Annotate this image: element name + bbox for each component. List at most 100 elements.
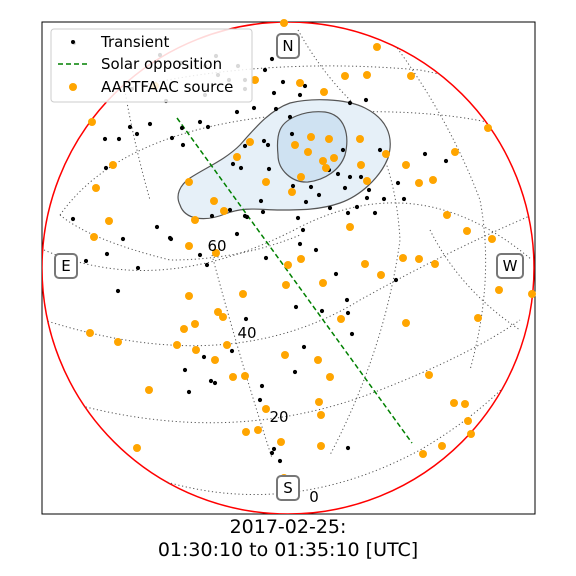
transient-point-78 [168, 236, 174, 242]
aartfaac-source-point-11 [307, 133, 315, 141]
aartfaac-source-point-22 [109, 161, 117, 169]
aartfaac-source-point-5 [251, 76, 259, 84]
transient-point-55 [366, 187, 372, 193]
transient-point-52 [290, 183, 296, 189]
transient-point-31 [289, 131, 295, 137]
aartfaac-source-point-26 [322, 164, 330, 172]
aartfaac-source-point-73 [241, 372, 249, 380]
aartfaac-source-point-67 [474, 314, 482, 322]
transient-point-58 [381, 196, 387, 202]
transient-point-98 [201, 354, 207, 360]
aartfaac-source-point-27 [185, 178, 193, 186]
transient-point-28 [205, 124, 211, 130]
transient-point-38 [242, 143, 248, 149]
transient-point-97 [229, 348, 235, 354]
transient-point-23 [234, 109, 240, 115]
aartfaac-source-point-51 [185, 292, 193, 300]
transient-point-70 [244, 214, 250, 220]
transient-point-86 [135, 265, 141, 271]
cardinal-west: W [496, 253, 524, 279]
transient-point-53 [308, 184, 314, 190]
transient-point-60 [258, 198, 264, 204]
transient-point-3 [269, 56, 275, 62]
aartfaac-source-point-49 [431, 260, 439, 268]
transient-point-72 [70, 216, 76, 222]
transient-point-24 [287, 114, 293, 120]
aartfaac-source-point-55 [319, 279, 327, 287]
aartfaac-source-point-64 [192, 346, 200, 354]
transient-point-101 [208, 378, 214, 384]
aartfaac-source-point-70 [211, 356, 219, 364]
aartfaac-source-point-13 [291, 141, 299, 149]
transient-point-64 [227, 207, 233, 213]
aartfaac-source-point-80 [461, 400, 469, 408]
aartfaac-source-point-48 [415, 255, 423, 263]
aartfaac-source-point-74 [229, 373, 237, 381]
transient-point-7 [262, 67, 268, 73]
transient-point-106 [345, 445, 351, 451]
cardinal-east: E [54, 253, 78, 279]
transient-point-94 [243, 316, 249, 322]
transient-point-102 [212, 380, 218, 386]
aartfaac-source-point-29 [262, 178, 270, 186]
aartfaac-source-point-40 [488, 235, 496, 243]
transient-point-41 [422, 151, 428, 157]
transient-point-105 [257, 397, 263, 403]
aartfaac-source-point-10 [484, 124, 492, 132]
transient-point-51 [395, 180, 401, 186]
aartfaac-source-point-88 [133, 444, 141, 452]
aartfaac-source-point-34 [105, 217, 113, 225]
aartfaac-source-point-77 [425, 371, 433, 379]
aartfaac-source-point-23 [357, 161, 365, 169]
caption-time-range: 01:30:10 to 01:35:10 [UTC] [157, 539, 419, 561]
aartfaac-source-point-78 [315, 398, 323, 406]
aartfaac-source-point-59 [86, 329, 94, 337]
aartfaac-source-point-12 [246, 138, 254, 146]
aartfaac-source-point-6 [296, 79, 304, 87]
transient-point-54 [342, 185, 348, 191]
aartfaac-source-point-3 [363, 71, 371, 79]
aartfaac-source-point-31 [429, 176, 437, 184]
aartfaac-source-point-58 [337, 315, 345, 323]
transient-point-65 [260, 209, 266, 215]
transient-point-35 [261, 138, 267, 144]
aartfaac-source-point-8 [320, 88, 328, 96]
aartfaac-source-point-61 [191, 320, 199, 328]
legend-label-aartfaac-source: AARTFAAC source [101, 78, 233, 96]
aartfaac-source-point-9 [88, 118, 96, 126]
transient-point-99 [182, 367, 188, 373]
aartfaac-source-point-47 [399, 254, 407, 262]
transient-point-30 [134, 131, 140, 137]
transient-point-109 [277, 458, 283, 464]
transient-point-89 [115, 288, 121, 294]
transient-point-39 [340, 147, 346, 153]
transient-point-87 [333, 271, 339, 277]
aartfaac-source-point-41 [346, 223, 354, 231]
cardinal-label-s: S [283, 479, 293, 497]
transient-point-59 [401, 196, 407, 202]
altitude-tick-label-0: 0 [309, 488, 319, 506]
transient-point-83 [263, 255, 269, 261]
altitude-tick-label-60: 60 [207, 237, 226, 255]
aartfaac-source-point-57 [219, 313, 227, 321]
aartfaac-source-point-87 [277, 438, 285, 446]
aartfaac-source-point-83 [464, 417, 472, 425]
aartfaac-source-point-44 [212, 249, 220, 257]
aartfaac-source-point-79 [450, 399, 458, 407]
aartfaac-source-point-39 [90, 233, 98, 241]
legend-label-solar-opposition: Solar opposition [101, 55, 222, 73]
aartfaac-source-point-1 [373, 43, 381, 51]
transient-point-37 [265, 142, 271, 148]
transient-point-91 [293, 304, 299, 310]
density-contour-inner [276, 111, 348, 183]
transient-point-81 [104, 251, 110, 257]
aartfaac-source-point-33 [288, 188, 296, 196]
aartfaac-source-point-30 [92, 184, 100, 192]
transient-point-45 [238, 165, 244, 171]
aartfaac-source-point-46 [377, 271, 385, 279]
aartfaac-source-point-19 [319, 157, 327, 165]
aartfaac-source-point-15 [356, 135, 364, 143]
transient-point-100 [292, 369, 298, 375]
legend-box [50, 28, 253, 103]
